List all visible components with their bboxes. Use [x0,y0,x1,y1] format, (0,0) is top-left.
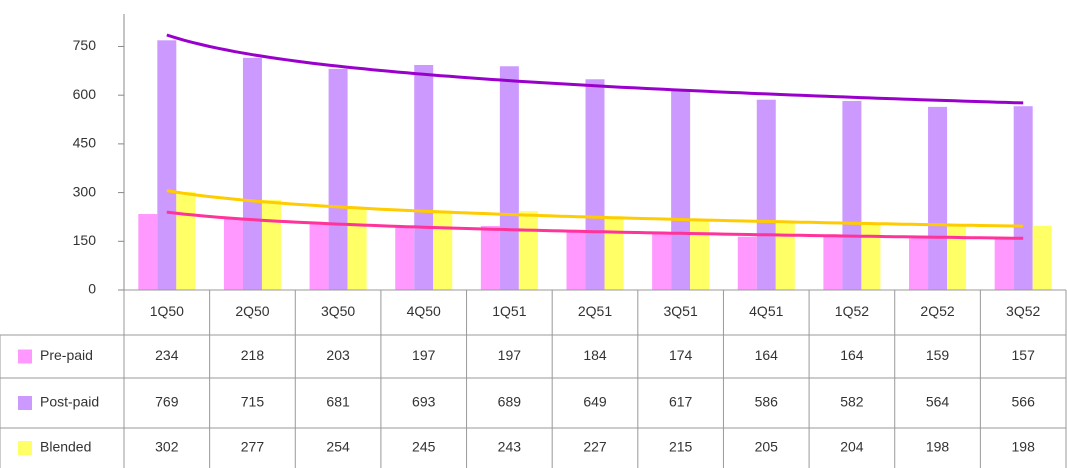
table-value: 582 [840,394,864,410]
x-tick-label: 3Q50 [321,303,355,319]
table-value: 234 [155,347,179,363]
table-value: 715 [241,394,265,410]
table-value: 218 [241,347,265,363]
table-value: 198 [1012,439,1036,455]
table-value: 164 [840,347,864,363]
bar [652,233,672,290]
bar [823,236,843,290]
legend-swatch [18,396,32,410]
y-tick-label: 750 [73,37,97,53]
bar [347,207,367,290]
bar [499,66,519,290]
bar [775,223,795,290]
table-value: 184 [583,347,607,363]
bar [994,239,1014,290]
table-value: 681 [326,394,350,410]
bar [928,106,948,291]
trend-line [166,33,1024,105]
trend-line [166,210,1024,240]
bar [414,64,434,290]
table-value: 564 [926,394,950,410]
table-value: 203 [326,347,350,363]
table-value: 198 [926,439,950,455]
bar [480,226,500,290]
table-value: 197 [412,347,436,363]
bar [690,220,710,290]
table-value: 159 [926,347,950,363]
bar [756,99,776,290]
bar [585,79,605,290]
x-tick-label: 3Q51 [664,303,698,319]
table-value: 164 [755,347,779,363]
x-tick-label: 1Q51 [492,303,526,319]
x-tick-label: 2Q52 [920,303,954,319]
x-tick-label: 2Q51 [578,303,612,319]
table-value: 157 [1012,347,1036,363]
table-value: 693 [412,394,436,410]
table-value: 302 [155,439,179,455]
bar [157,40,177,290]
bar [604,216,624,290]
table-value: 215 [669,439,693,455]
y-tick-label: 450 [73,135,97,151]
table-value: 197 [498,347,522,363]
bar [947,225,967,290]
table-value: 689 [498,394,522,410]
y-tick-label: 600 [73,86,97,102]
bar [138,214,158,290]
bar [1013,106,1033,291]
x-tick-label: 2Q50 [235,303,269,319]
bar [395,226,415,290]
table-value: 243 [498,439,522,455]
table-value: 769 [155,394,179,410]
bar [909,238,929,290]
bar [261,200,281,290]
bar [433,210,453,290]
table-value: 254 [326,439,350,455]
table-value: 205 [755,439,779,455]
table-value: 245 [412,439,436,455]
bar [566,230,586,290]
x-tick-label: 1Q50 [150,303,184,319]
table-value: 586 [755,394,779,410]
legend-label: Pre-paid [40,347,93,363]
bar [309,224,329,290]
x-tick-label: 3Q52 [1006,303,1040,319]
x-tick-label: 4Q50 [407,303,441,319]
table-value: 617 [669,394,693,410]
bar [328,68,348,290]
table-value: 649 [583,394,607,410]
table-value: 277 [241,439,265,455]
x-tick-label: 4Q51 [749,303,783,319]
legend-label: Post-paid [40,394,99,410]
bar [737,236,757,290]
bar [176,191,196,290]
bar [242,57,262,290]
legend-swatch [18,349,32,364]
bar [671,89,691,291]
legend-label: Blended [40,439,91,455]
y-tick-label: 150 [73,232,97,248]
x-tick-label: 1Q52 [835,303,869,319]
y-tick-label: 0 [88,281,96,297]
bar [223,219,243,290]
bar [842,101,862,290]
y-tick-label: 300 [73,183,97,199]
legend-swatch [18,441,32,455]
table-value: 204 [840,439,864,455]
bar [1032,225,1052,290]
table-value: 566 [1012,394,1036,410]
table-value: 174 [669,347,693,363]
table-value: 227 [583,439,607,455]
bar [518,211,538,290]
trend-line [166,189,1024,228]
bar [861,223,881,290]
